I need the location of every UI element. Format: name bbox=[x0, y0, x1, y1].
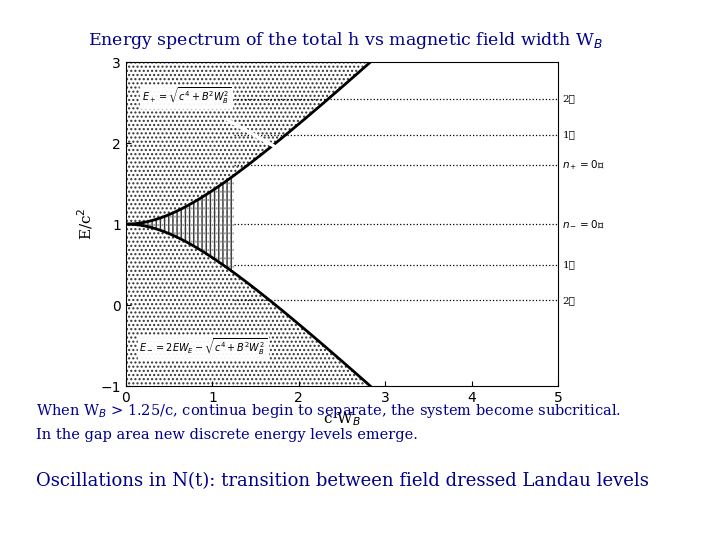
Text: 1⋯: 1⋯ bbox=[562, 131, 575, 139]
Text: 2⋯: 2⋯ bbox=[562, 94, 575, 103]
Text: $n_+=0$⋯: $n_+=0$⋯ bbox=[562, 158, 605, 172]
Text: In the gap area new discrete energy levels emerge.: In the gap area new discrete energy leve… bbox=[36, 428, 418, 442]
Text: Energy spectrum of the total h vs magnetic field width W$_B$: Energy spectrum of the total h vs magnet… bbox=[88, 30, 603, 51]
Text: 2⋯: 2⋯ bbox=[562, 296, 575, 305]
Text: 1⋯: 1⋯ bbox=[562, 260, 575, 269]
Text: $n_-=0$⋯: $n_-=0$⋯ bbox=[562, 219, 605, 230]
Text: When W$_B$ > 1.25/c, continua begin to separate, the system become subcritical.: When W$_B$ > 1.25/c, continua begin to s… bbox=[36, 402, 621, 420]
Text: $E_+=\sqrt{c^4+B^2W_B^2}$: $E_+=\sqrt{c^4+B^2W_B^2}$ bbox=[142, 86, 231, 106]
Y-axis label: E/c$^2$: E/c$^2$ bbox=[76, 208, 95, 240]
Text: $E_-=2EW_E-\sqrt{c^4+B^2W_B^2}$: $E_-=2EW_E-\sqrt{c^4+B^2W_B^2}$ bbox=[139, 337, 267, 357]
X-axis label: c W$_B$: c W$_B$ bbox=[323, 410, 361, 428]
Text: Oscillations in N(t): transition between field dressed Landau levels: Oscillations in N(t): transition between… bbox=[36, 472, 649, 490]
